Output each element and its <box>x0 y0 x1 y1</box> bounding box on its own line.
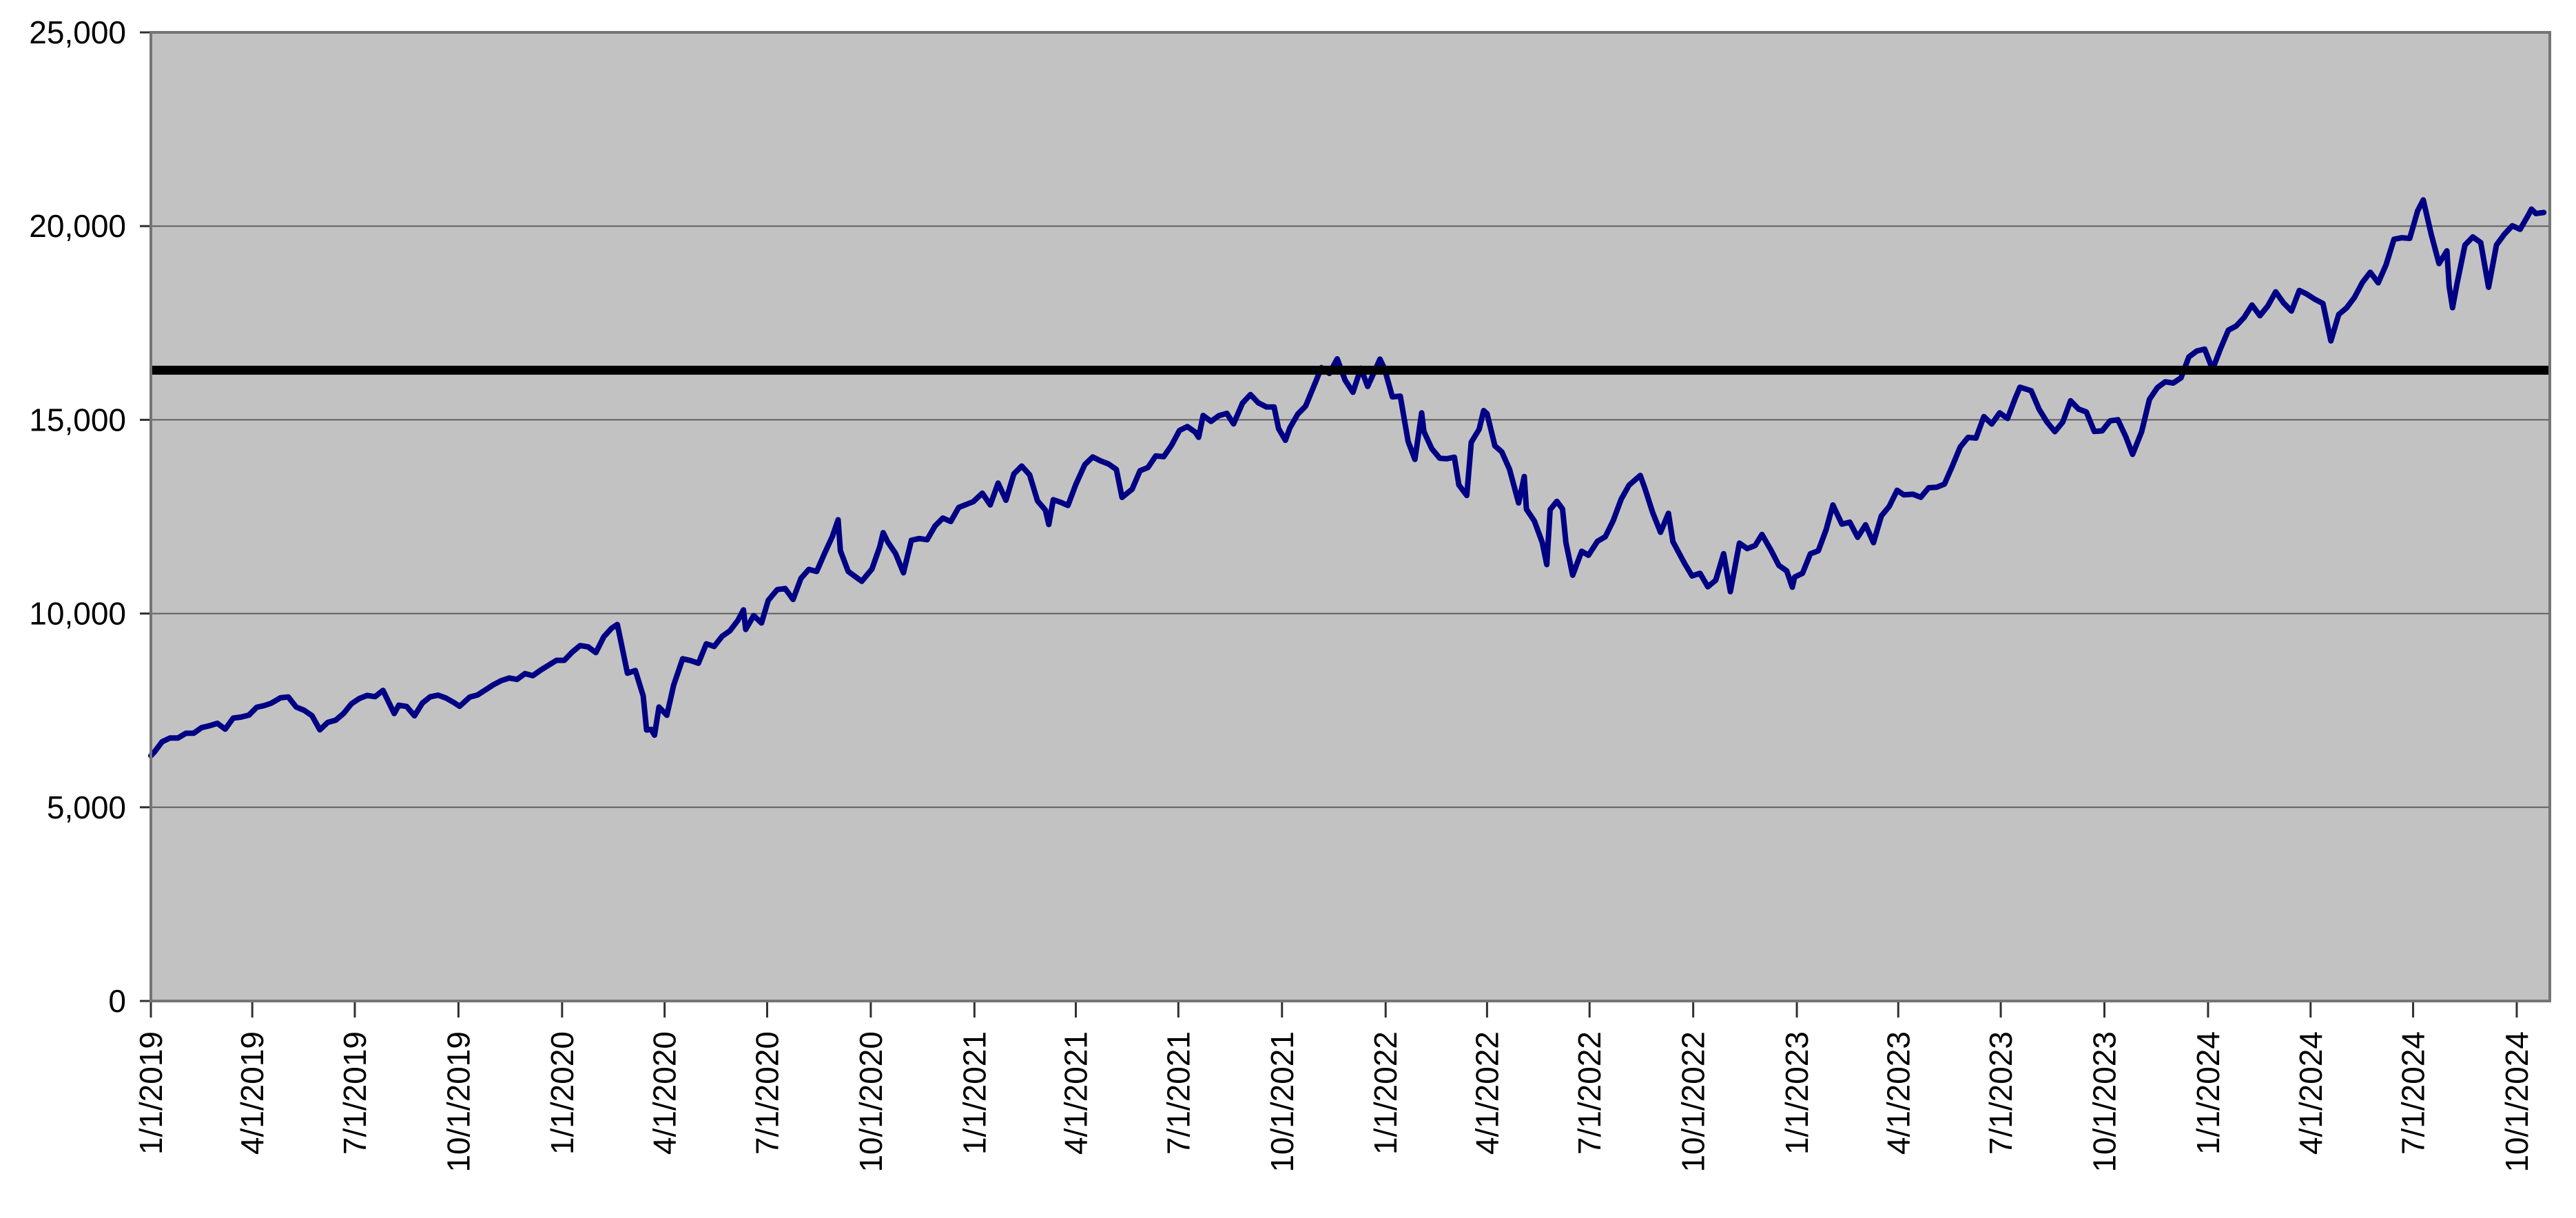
x-axis-label-1-1-2022: 1/1/2022 <box>1368 1031 1403 1155</box>
x-axis-label-7-1-2020: 7/1/2020 <box>749 1031 785 1155</box>
y-axis-label-20000: 20,000 <box>29 208 126 244</box>
x-axis-label-4-1-2023: 4/1/2023 <box>1880 1031 1916 1155</box>
y-axis-label-25000: 25,000 <box>29 14 126 50</box>
x-axis-label-7-1-2021: 7/1/2021 <box>1160 1031 1196 1155</box>
x-axis-label-7-1-2023: 7/1/2023 <box>1983 1031 2019 1155</box>
x-axis-label-4-1-2024: 4/1/2024 <box>2293 1031 2329 1155</box>
x-axis-label-10-1-2023: 10/1/2023 <box>2087 1031 2123 1173</box>
x-axis-label-10-1-2022: 10/1/2022 <box>1676 1031 1711 1173</box>
x-axis-label-4-1-2020: 4/1/2020 <box>647 1031 683 1155</box>
x-axis-label-1-1-2020: 1/1/2020 <box>544 1031 580 1155</box>
x-axis-label-10-1-2024: 10/1/2024 <box>2499 1031 2535 1173</box>
x-axis-label-4-1-2019: 4/1/2019 <box>234 1031 270 1155</box>
x-axis-label-1-1-2024: 1/1/2024 <box>2190 1031 2226 1155</box>
index-value-line <box>148 197 2547 758</box>
y-axis-label-0: 0 <box>108 983 126 1019</box>
x-axis-label-10-1-2021: 10/1/2021 <box>1264 1031 1300 1173</box>
y-axis-label-15000: 15,000 <box>29 402 126 437</box>
x-axis-label-10-1-2020: 10/1/2020 <box>853 1031 889 1173</box>
plot-area-border <box>150 31 2551 1002</box>
y-axis-label-10000: 10,000 <box>29 596 126 632</box>
plot-area-background <box>151 32 2550 1001</box>
x-axis-label-7-1-2024: 7/1/2024 <box>2395 1031 2431 1155</box>
x-axis-label-4-1-2021: 4/1/2021 <box>1058 1031 1094 1155</box>
x-axis-label-1-1-2019: 1/1/2019 <box>133 1031 169 1155</box>
x-axis-label-1-1-2021: 1/1/2021 <box>956 1031 992 1155</box>
x-axis-label-4-1-2022: 4/1/2022 <box>1469 1031 1505 1155</box>
x-axis-label-10-1-2019: 10/1/2019 <box>440 1031 476 1173</box>
y-axis-label-5000: 5,000 <box>47 789 126 825</box>
x-axis-label-1-1-2023: 1/1/2023 <box>1779 1031 1815 1155</box>
x-axis-label-7-1-2019: 7/1/2019 <box>337 1031 373 1155</box>
x-axis-label-7-1-2022: 7/1/2022 <box>1572 1031 1607 1155</box>
